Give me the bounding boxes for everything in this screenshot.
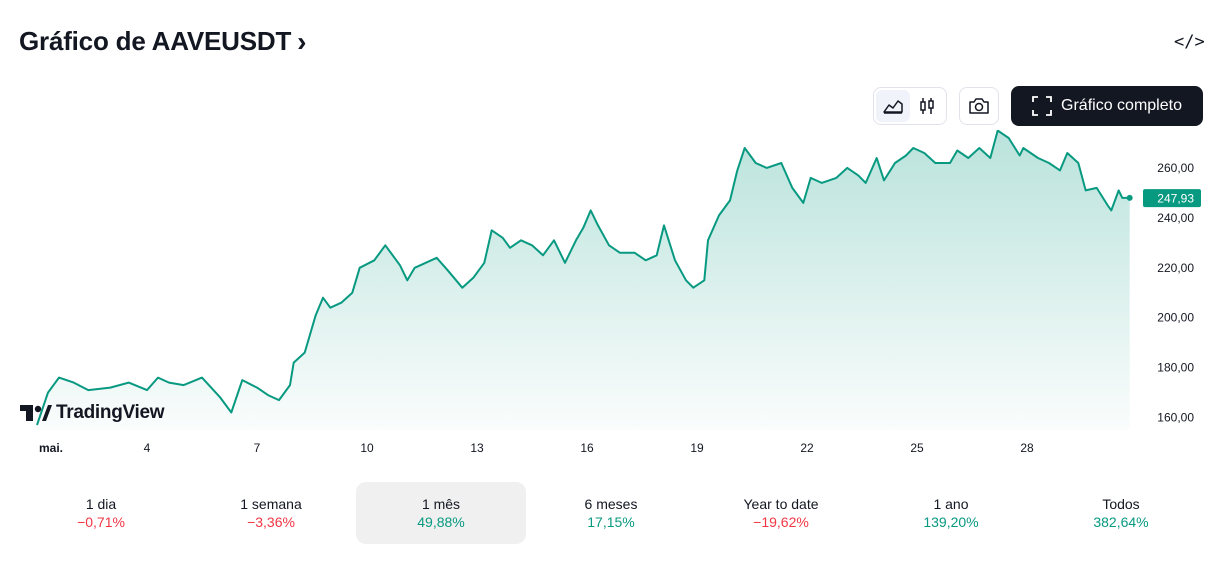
last-price-point xyxy=(1126,194,1133,201)
area-chart-icon[interactable] xyxy=(876,90,910,122)
period-option[interactable]: Year to date −19,62% xyxy=(696,482,866,544)
chart-title: Gráfico de AAVEUSDT xyxy=(19,26,292,56)
tradingview-logo: TradingView xyxy=(20,402,165,424)
code-icon[interactable]: </> xyxy=(1174,32,1205,52)
period-label: 6 meses xyxy=(584,496,638,512)
x-tick-label: 10 xyxy=(360,441,374,455)
y-tick-label: 220,00 xyxy=(1157,261,1194,275)
x-tick-label: 16 xyxy=(580,441,594,455)
period-label: 1 mês xyxy=(421,496,461,512)
x-tick-label: 13 xyxy=(470,441,484,455)
period-change: 139,20% xyxy=(923,514,979,530)
y-tick-label: 160,00 xyxy=(1157,411,1194,425)
page-title[interactable]: Gráfico de AAVEUSDT › xyxy=(19,26,306,57)
x-tick-label: 19 xyxy=(690,441,704,455)
full-chart-label: Gráfico completo xyxy=(1061,97,1182,114)
y-tick-label: 200,00 xyxy=(1157,311,1194,325)
period-option[interactable]: 6 meses 17,15% xyxy=(526,482,696,544)
x-tick-label: 25 xyxy=(910,441,924,455)
full-chart-button[interactable]: Gráfico completo xyxy=(1011,86,1203,126)
chart-style-switch xyxy=(873,87,947,125)
tradingview-logo-text: TradingView xyxy=(56,402,165,423)
period-change: 17,15% xyxy=(587,514,635,530)
price-chart: 260,00 240,00 220,00 200,00 180,00 160,00 247,… xyxy=(36,130,1201,455)
x-tick-label: 22 xyxy=(800,441,814,455)
x-tick-label: 28 xyxy=(1020,441,1034,455)
x-tick-label: 4 xyxy=(144,441,151,455)
y-tick-label: 240,00 xyxy=(1157,211,1194,225)
period-option[interactable]: 1 mês 49,88% xyxy=(356,482,526,544)
period-change: 49,88% xyxy=(417,514,465,530)
last-price-badge xyxy=(1143,189,1201,208)
tradingview-logo-icon xyxy=(20,405,52,421)
fullscreen-icon xyxy=(1032,96,1052,116)
period-option[interactable]: Todos 382,64% xyxy=(1036,482,1206,544)
period-label: Todos xyxy=(1102,496,1140,512)
performance-periods: 1 dia −0,71% 1 semana −3,36% 1 mês 49,88% 6 me… xyxy=(16,482,1206,544)
period-label: 1 ano xyxy=(933,496,969,512)
candlestick-icon[interactable] xyxy=(910,90,944,122)
period-label: Year to date xyxy=(743,496,819,512)
x-tick-label: 7 xyxy=(254,441,261,455)
x-tick-label: mai. xyxy=(39,441,63,455)
last-price-label: 247,93 xyxy=(1157,192,1194,206)
period-label: 1 dia xyxy=(85,496,117,512)
y-tick-label: 180,00 xyxy=(1157,361,1194,375)
chevron-right-icon: › xyxy=(297,25,307,57)
period-option[interactable]: 1 semana −3,36% xyxy=(186,482,356,544)
camera-icon[interactable] xyxy=(959,87,999,125)
period-option[interactable]: 1 dia −0,71% xyxy=(16,482,186,544)
period-label: 1 semana xyxy=(240,496,302,512)
price-area-fill xyxy=(37,130,1130,430)
period-change: −3,36% xyxy=(247,514,295,530)
price-line xyxy=(36,130,1130,426)
period-change: −0,71% xyxy=(77,514,125,530)
chart-toolbar: Gráfico completo xyxy=(873,86,1203,126)
period-change: −19,62% xyxy=(753,514,809,530)
y-tick-label: 260,00 xyxy=(1157,161,1194,175)
period-option[interactable]: 1 ano 139,20% xyxy=(866,482,1036,544)
period-change: 382,64% xyxy=(1093,514,1149,530)
